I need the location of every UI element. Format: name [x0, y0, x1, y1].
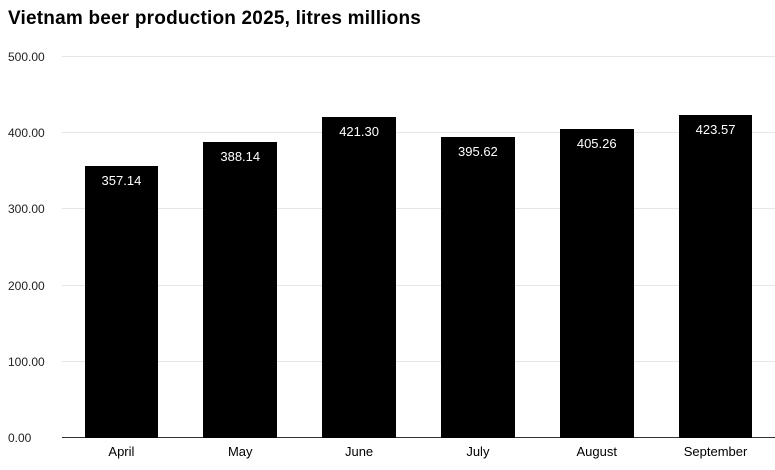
bar-may[interactable]: 388.14 — [203, 142, 278, 438]
bar-september[interactable]: 423.57 — [678, 115, 753, 438]
gridline — [62, 132, 775, 134]
bar-june[interactable]: 421.30 — [322, 116, 396, 438]
gridline — [62, 284, 775, 286]
bar-value-label: 357.14 — [101, 172, 142, 188]
bar-slot: 395.62 — [418, 57, 537, 438]
bar-slot: 423.57 — [656, 57, 775, 438]
x-tick-label-june: June — [344, 444, 374, 459]
bar-july[interactable]: 395.62 — [441, 136, 515, 438]
x-tick-label-july: July — [466, 444, 490, 459]
bars-container: 357.14 388.14 421.30 395.62 405.26 423.57 — [62, 57, 775, 438]
x-axis-labels: April May June July August September — [62, 444, 775, 459]
chart-title: Vietnam beer production 2025, litres mil… — [8, 8, 422, 29]
y-tick-label: 100.00 — [8, 354, 45, 369]
y-tick-label: 300.00 — [8, 202, 45, 217]
bar-august[interactable]: 405.26 — [559, 129, 634, 438]
y-tick-label: 400.00 — [8, 126, 45, 141]
bar-april[interactable]: 357.14 — [84, 165, 159, 438]
y-tick-label: 0.00 — [8, 431, 32, 445]
bar-slot: 421.30 — [300, 57, 419, 438]
x-tick-label-september: September — [683, 444, 748, 459]
bar-value-label: 395.62 — [458, 143, 498, 159]
y-tick-label: 500.00 — [8, 50, 45, 64]
y-axis: 500.00 400.00 300.00 200.00 100.00 0.00 — [0, 50, 62, 445]
x-tick-label-april: April — [108, 444, 135, 459]
bar-value-label: 388.14 — [220, 149, 261, 165]
x-tick-label-may: May — [227, 444, 253, 459]
y-tick-label: 200.00 — [8, 278, 45, 293]
x-tick-label-august: August — [576, 444, 617, 459]
bar-value-label: 423.57 — [695, 122, 736, 138]
bar-value-label: 405.26 — [576, 136, 617, 152]
bar-slot: 388.14 — [181, 57, 300, 438]
bar-value-label: 421.30 — [339, 123, 379, 139]
bar-slot: 405.26 — [537, 57, 656, 438]
gridline — [62, 56, 775, 57]
gridlines — [62, 56, 775, 438]
plot-area: 357.14 388.14 421.30 395.62 405.26 423.57 — [62, 56, 775, 438]
x-axis-baseline — [62, 437, 775, 438]
bar-slot: 357.14 — [62, 57, 181, 438]
gridline — [62, 208, 775, 210]
gridline — [62, 360, 775, 362]
